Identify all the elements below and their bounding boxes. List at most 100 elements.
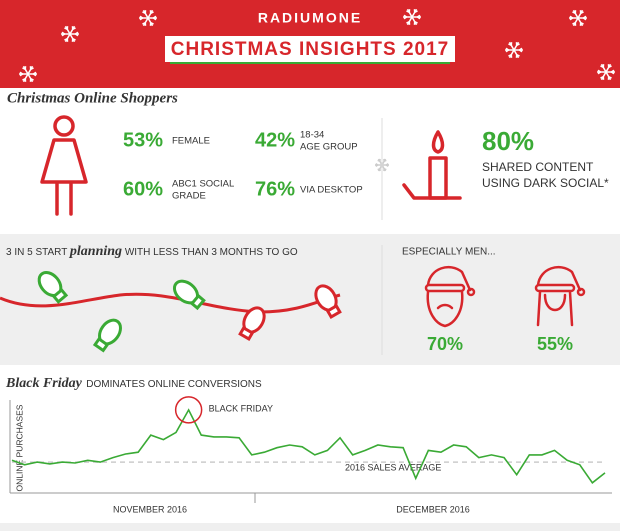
flake-barb [406, 10, 410, 13]
flake-barb [32, 71, 37, 75]
y-axis-label: ONLINE PURCHASES [14, 404, 24, 491]
flake-barb [518, 47, 523, 51]
flake-arm [605, 71, 612, 81]
flake-barb [572, 11, 576, 14]
men-value: 70% [427, 334, 463, 354]
snowflake [505, 41, 523, 59]
flake-arm [22, 73, 29, 83]
snowflake [597, 63, 615, 81]
stat-value: 53% [123, 129, 163, 151]
brand: RADIUMONE [258, 10, 362, 26]
flake-arm [605, 63, 612, 73]
flake-barb [385, 162, 389, 166]
woman-icon [40, 115, 88, 216]
flake-arm [600, 71, 607, 81]
flake-arm [406, 16, 413, 26]
flake-arm [572, 17, 579, 27]
flake-arm [22, 65, 29, 75]
flake-barb [22, 67, 26, 70]
bulb-cap [92, 336, 110, 353]
x-label: DECEMBER 2016 [396, 504, 470, 514]
flake-barb [610, 69, 615, 73]
bulb-cap [325, 303, 342, 320]
average-label: 2016 SALES AVERAGE [345, 462, 441, 472]
flake-arm [513, 41, 520, 51]
flake-arm [64, 25, 71, 35]
bulb [172, 279, 206, 311]
flake-barb [139, 17, 144, 21]
flake-barb [416, 14, 421, 18]
women-value: 55% [537, 334, 573, 354]
stat-label: FEMALE [172, 136, 210, 147]
highlight-label: SHARED CONTENT [482, 160, 594, 174]
flake-arm [27, 73, 34, 83]
flake-arm [381, 164, 387, 172]
flake-barb [414, 21, 418, 24]
flake-arm [377, 158, 383, 166]
flake-barb [377, 159, 381, 163]
flake-barb [569, 17, 574, 21]
stat-label: 18-34 [300, 130, 324, 141]
emphasis: planning [69, 244, 122, 259]
flake-barb [61, 33, 66, 37]
flake-arm [64, 33, 71, 43]
flake-barb [150, 22, 154, 25]
bulb [238, 306, 266, 342]
santa-icon [424, 265, 476, 328]
bulb-cap [238, 325, 255, 342]
flake-barb [72, 38, 76, 41]
flake-barb [582, 15, 587, 19]
stat-label: ABC1 SOCIAL [172, 179, 234, 190]
flake-barb [516, 54, 520, 57]
bulb [314, 284, 342, 320]
snowflake [61, 25, 79, 43]
section-heading: Christmas Online Shoppers [7, 90, 178, 106]
flake-barb [508, 43, 512, 46]
bulb [92, 318, 122, 353]
mrs-santa-icon [534, 265, 586, 327]
annotation-label: BLACK FRIDAY [209, 403, 273, 413]
flake-barb [608, 76, 612, 79]
flake-arm [411, 8, 418, 18]
line-series [11, 408, 606, 484]
flake-arm [147, 17, 154, 27]
chart-subtitle: DOMINATES ONLINE CONVERSIONS [86, 379, 262, 390]
men-heading: ESPECIALLY MEN... [402, 247, 496, 258]
stat-value: 60% [123, 178, 163, 200]
flake-arm [577, 17, 584, 27]
bulb [37, 270, 69, 304]
snowflake [375, 158, 389, 172]
flake-arm [508, 41, 515, 51]
stat-label: GRADE [172, 191, 206, 202]
flake-arm [142, 17, 149, 27]
flake-barb [142, 11, 146, 14]
flake-arm [508, 49, 515, 59]
flake-arm [381, 158, 387, 166]
flake-barb [597, 71, 602, 75]
snowflake [569, 9, 587, 27]
flake-barb [30, 78, 34, 81]
candle-icon [402, 130, 462, 200]
title-box [165, 36, 455, 62]
flake-barb [19, 73, 24, 77]
flake-arm [600, 63, 607, 73]
flake-arm [69, 25, 76, 35]
flake-barb [403, 16, 408, 20]
flake-arm [411, 16, 418, 26]
stat-value: 76% [255, 178, 295, 200]
snowflake [139, 9, 157, 27]
bulb-cap [51, 287, 69, 304]
flake-arm [377, 164, 383, 172]
flake-barb [383, 167, 387, 171]
stat-value: 42% [255, 129, 295, 151]
flake-barb [74, 31, 79, 35]
flake-arm [69, 33, 76, 43]
stat-label: AGE GROUP [300, 142, 358, 153]
flake-barb [152, 15, 157, 19]
flake-arm [147, 9, 154, 19]
chart-heading: Black Friday DOMINATES ONLINE CONVERSION… [5, 375, 262, 392]
flake-barb [375, 164, 379, 168]
title: CHRISTMAS INSIGHTS 2017 [171, 39, 450, 60]
x-label: NOVEMBER 2016 [113, 504, 187, 514]
